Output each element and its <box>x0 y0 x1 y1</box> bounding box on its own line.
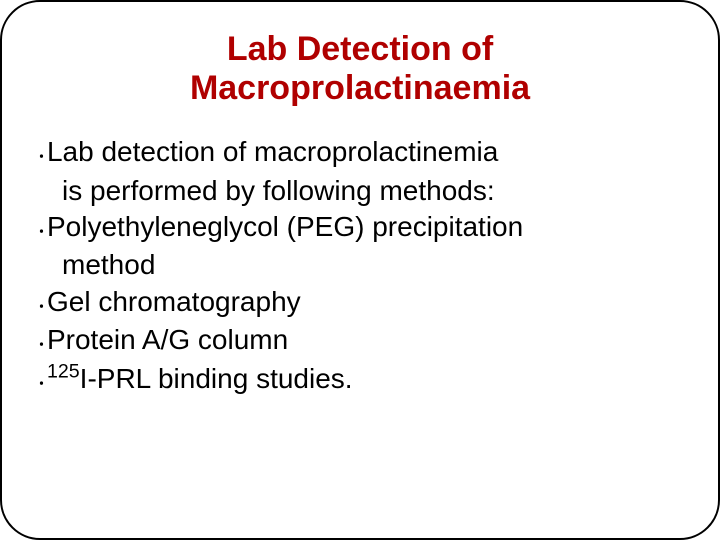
superscript: 125 <box>47 360 80 382</box>
bullet-continuation: method <box>38 247 682 283</box>
bullet-text: Lab detection of macroprolactinemia <box>47 134 682 170</box>
bullet-marker-icon: ⸳ <box>38 322 47 358</box>
slide-title: Lab Detection of Macroprolactinaemia <box>38 30 682 108</box>
bullet-continuation: is performed by following methods: <box>38 173 682 209</box>
bullet-text: 125I-PRL binding studies. <box>47 361 682 397</box>
bullet-text: Polyethyleneglycol (PEG) precipitation <box>47 209 682 245</box>
bullet-marker-icon: ⸳ <box>38 209 47 245</box>
slide-frame: Lab Detection of Macroprolactinaemia ⸳ L… <box>0 0 720 540</box>
bullet-item: ⸳ Gel chromatography <box>38 284 682 320</box>
bullet-marker-icon: ⸳ <box>38 134 47 170</box>
bullet-item: ⸳ 125I-PRL binding studies. <box>38 361 682 397</box>
bullet-text: Protein A/G column <box>47 322 682 358</box>
slide-body: ⸳ Lab detection of macroprolactinemia is… <box>38 134 682 397</box>
bullet-marker-icon: ⸳ <box>38 361 47 397</box>
bullet-text: Gel chromatography <box>47 284 682 320</box>
bullet-item: ⸳ Lab detection of macroprolactinemia <box>38 134 682 170</box>
bullet-item: ⸳ Polyethyleneglycol (PEG) precipitation <box>38 209 682 245</box>
bullet-text-main: I-PRL binding studies. <box>80 363 353 394</box>
bullet-marker-icon: ⸳ <box>38 284 47 320</box>
bullet-item: ⸳ Protein A/G column <box>38 322 682 358</box>
